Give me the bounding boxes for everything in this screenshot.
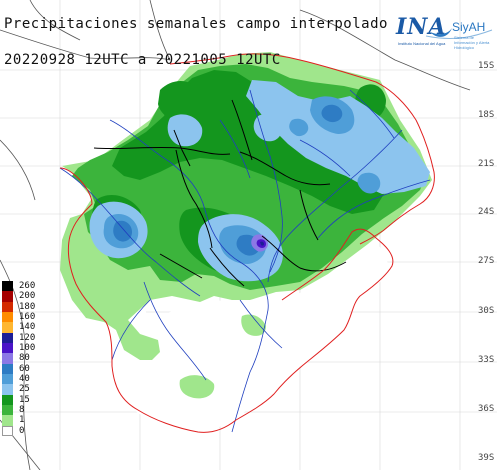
legend-label: 120: [19, 332, 36, 343]
title-line-1: Precipitaciones semanales campo interpol…: [4, 16, 388, 32]
legend-label: 60: [19, 363, 30, 374]
legend-label: 180: [19, 301, 36, 312]
legend-swatch: [2, 425, 13, 437]
province-borders: [93, 99, 347, 287]
legend-swatch: [2, 322, 13, 333]
legend-swatch: [2, 332, 13, 344]
legend-label: 8: [19, 405, 25, 416]
swoosh-icon: [425, 28, 493, 39]
legend-label: 0: [19, 425, 25, 436]
legend-label: 25: [19, 384, 30, 395]
legend-swatch: [2, 374, 13, 385]
legend-swatch: [2, 343, 13, 354]
precip-dark-blue: [113, 220, 132, 242]
legend-swatch: [2, 405, 13, 416]
legend-swatch: [2, 384, 13, 395]
basin-outline: [59, 167, 394, 433]
siyah-logo-text: SiyAH: [452, 20, 486, 34]
legend-swatch: [2, 363, 13, 375]
legend-label: 100: [19, 343, 36, 354]
ina-siyah-logo: INA SiyAH Instituto Nacional del Agua Si…: [396, 14, 494, 54]
legend-swatch: [2, 415, 13, 426]
legend-label: 140: [19, 322, 36, 333]
latitude-label: 39S: [478, 453, 495, 463]
map-title: Precipitaciones semanales campo interpol…: [4, 0, 388, 78]
legend-swatch: [2, 312, 13, 323]
legend-swatch: [2, 291, 13, 302]
legend-label: 160: [19, 312, 36, 323]
latitude-label: 15S: [478, 61, 495, 71]
legend-swatch: [2, 281, 13, 292]
title-line-2: 20220928 12UTC a 20221005 12UTC: [4, 52, 281, 68]
latitude-label: 27S: [478, 256, 495, 266]
ina-subtitle: Instituto Nacional del Agua: [398, 41, 446, 46]
legend-label: 15: [19, 394, 30, 405]
legend-label: 40: [19, 374, 30, 385]
siyah-subtitle: Sistema de Información y Alerta Hidrológ…: [454, 35, 490, 50]
latitude-label: 18S: [478, 110, 495, 120]
latitude-label: 30S: [478, 306, 495, 316]
legend-label: 80: [19, 353, 30, 364]
legend-label: 1: [19, 415, 25, 426]
basin-base: [60, 168, 390, 432]
legend-label: 200: [19, 291, 36, 302]
legend-swatch: [2, 301, 13, 313]
latitude-label: 33S: [478, 355, 495, 365]
latitude-label: 36S: [478, 404, 495, 414]
legend-label: 260: [19, 281, 36, 291]
precip-light-blue: [246, 80, 430, 194]
legend-swatch: [2, 394, 13, 406]
latitude-label: 24S: [478, 207, 495, 217]
latitude-label: 21S: [478, 159, 495, 169]
legend-swatch: [2, 353, 13, 364]
